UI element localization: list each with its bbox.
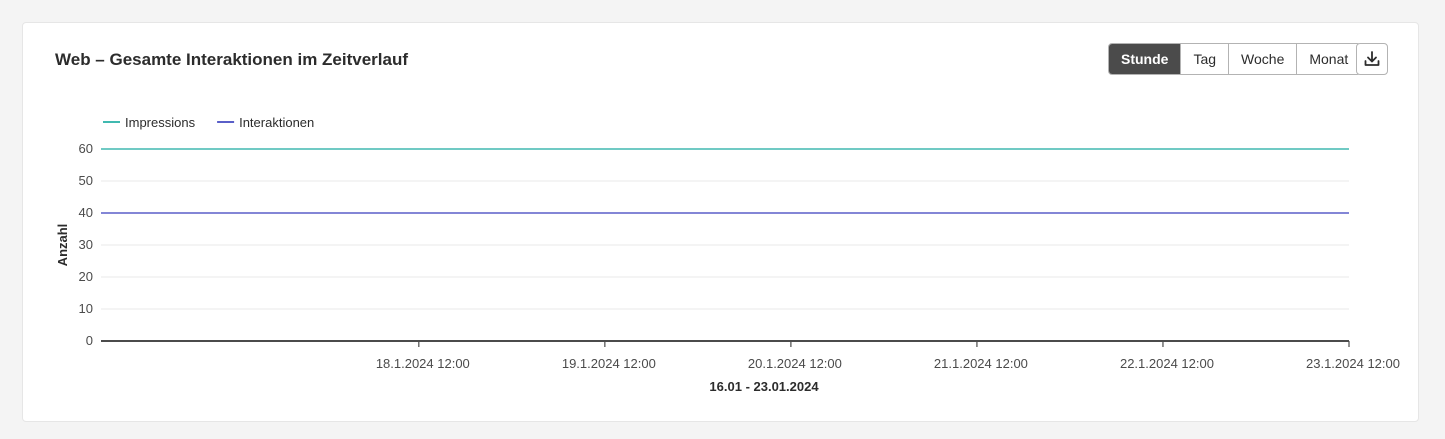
x-tick-label: 18.1.2024 12:00 <box>376 356 470 371</box>
x-tick-label: 22.1.2024 12:00 <box>1120 356 1214 371</box>
line-chart: Impressions Interaktionen 0 10 20 30 40 50 60 1… <box>55 115 1400 394</box>
granularity-tag-button[interactable]: Tag <box>1180 44 1229 74</box>
download-icon <box>1364 51 1380 66</box>
y-tick-label: 50 <box>79 173 93 188</box>
y-tick-label: 0 <box>86 333 93 348</box>
granularity-woche-button[interactable]: Woche <box>1228 44 1297 74</box>
y-axis-label: Anzahl <box>55 224 70 267</box>
chart-card: Web – Gesamte Interaktionen im Zeitverla… <box>22 22 1419 422</box>
y-tick-label: 60 <box>79 141 93 156</box>
x-tick-label: 23.1.2024 12:00 <box>1306 356 1400 371</box>
x-axis-ticks: 18.1.2024 12:00 19.1.2024 12:00 20.1.2024 … <box>376 341 1400 371</box>
legend-label-impressions: Impressions <box>125 115 196 130</box>
x-axis-label: 16.01 - 23.01.2024 <box>709 379 819 394</box>
y-tick-label: 20 <box>79 269 93 284</box>
legend-label-interaktionen: Interaktionen <box>239 115 314 130</box>
chart-title: Web – Gesamte Interaktionen im Zeitverla… <box>55 50 409 69</box>
granularity-stunde-button[interactable]: Stunde <box>1109 44 1181 74</box>
x-tick-label: 19.1.2024 12:00 <box>562 356 656 371</box>
chart-legend: Impressions Interaktionen <box>103 115 314 130</box>
granularity-monat-button[interactable]: Monat <box>1296 44 1361 74</box>
y-tick-label: 10 <box>79 301 93 316</box>
x-tick-label: 20.1.2024 12:00 <box>748 356 842 371</box>
y-axis-ticks: 0 10 20 30 40 50 60 <box>79 141 93 348</box>
download-button[interactable] <box>1356 43 1388 75</box>
chart-series <box>101 148 1349 214</box>
chart-grid <box>101 148 1349 310</box>
y-tick-label: 40 <box>79 205 93 220</box>
x-tick-label: 21.1.2024 12:00 <box>934 356 1028 371</box>
granularity-toggle: Stunde Tag Woche Monat <box>1108 43 1362 75</box>
y-tick-label: 30 <box>79 237 93 252</box>
